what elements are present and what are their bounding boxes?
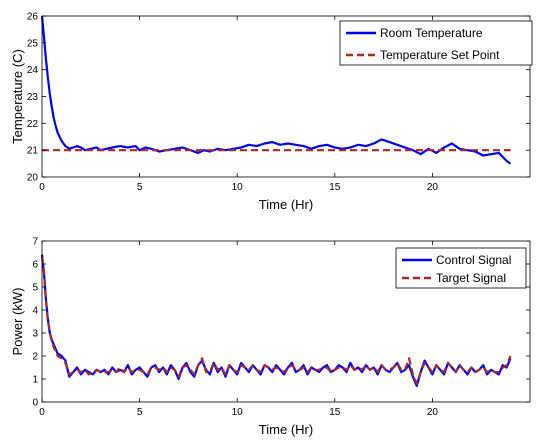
series-line-1	[40, 15, 512, 165]
x-axis-label: Time (Hr)	[259, 422, 313, 437]
y-tick-label: 3	[32, 329, 38, 340]
x-tick-label: 0	[39, 182, 45, 193]
x-tick-label: 5	[137, 407, 143, 418]
plot-frame	[41, 240, 531, 403]
y-tick-label: 4	[32, 306, 38, 317]
legend-label: Control Signal	[436, 253, 511, 267]
y-tick-label: 26	[27, 12, 39, 23]
y-tick-label: 7	[32, 237, 38, 248]
x-tick-label: 15	[329, 182, 341, 193]
y-tick-label: 24	[27, 65, 39, 76]
x-tick-label: 20	[427, 407, 439, 418]
y-tick-label: 5	[32, 283, 38, 294]
chart-2: 0 5 10 15 20 0 1 2 3 4 5 6 7 Time (Hr) Power (kW) Contr…	[10, 237, 531, 437]
legend: Room Temperature Temperature Set Point	[339, 20, 533, 66]
y-tick-label: 22	[27, 119, 39, 130]
y-tick-label: 21	[27, 146, 39, 157]
y-axis-label: Power (kW)	[10, 288, 25, 356]
x-tick-label: 10	[232, 407, 244, 418]
y-tick-label: 0	[32, 398, 38, 409]
legend: Control Signal Target Signal	[395, 247, 527, 289]
x-tick-label: 10	[232, 182, 244, 193]
y-tick-label: 6	[32, 260, 38, 271]
y-tick-label: 23	[27, 92, 39, 103]
y-tick-label: 1	[32, 375, 38, 386]
legend-label: Room Temperature	[380, 26, 483, 40]
y-tick-label: 2	[32, 352, 38, 363]
legend-label: Target Signal	[436, 271, 506, 285]
y-tick-label: 25	[27, 38, 39, 49]
x-tick-label: 15	[329, 407, 341, 418]
y-tick-label: 20	[27, 173, 39, 184]
x-axis-label: Time (Hr)	[259, 197, 313, 212]
series-line-2	[40, 256, 512, 385]
legend-label: Temperature Set Point	[380, 48, 500, 62]
x-tick-label: 0	[39, 407, 45, 418]
x-tick-label: 20	[427, 182, 439, 193]
x-tick-label: 5	[137, 182, 143, 193]
y-axis-label: Temperature (C)	[10, 49, 25, 144]
chart-1: 0 5 10 15 20 20 21 22 23 24 25 26 Time (Hr) Temperatu…	[10, 12, 533, 212]
legend-box	[339, 20, 533, 66]
legend-box	[395, 247, 527, 289]
